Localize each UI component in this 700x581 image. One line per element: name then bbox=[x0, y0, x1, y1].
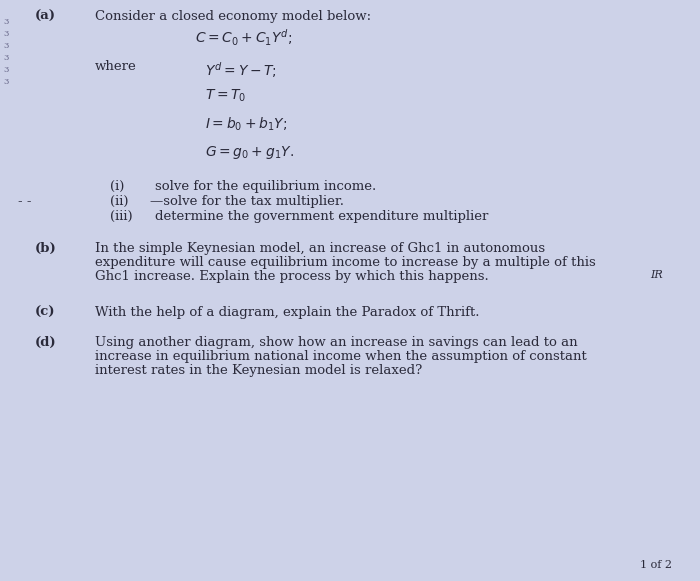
Text: $I = b_0 + b_1Y;$: $I = b_0 + b_1Y;$ bbox=[205, 116, 288, 134]
Text: determine the government expenditure multiplier: determine the government expenditure mul… bbox=[155, 210, 489, 223]
Text: Consider a closed economy model below:: Consider a closed economy model below: bbox=[95, 10, 371, 23]
Text: 1 of 2: 1 of 2 bbox=[640, 560, 672, 570]
Text: 3: 3 bbox=[3, 78, 8, 86]
Text: 3: 3 bbox=[3, 30, 8, 38]
Text: (c): (c) bbox=[35, 306, 55, 319]
Text: Using another diagram, show how an increase in savings can lead to an: Using another diagram, show how an incre… bbox=[95, 336, 578, 349]
Text: (i): (i) bbox=[110, 180, 125, 193]
Text: (ii): (ii) bbox=[110, 195, 129, 208]
Text: where: where bbox=[95, 60, 136, 73]
Text: 3: 3 bbox=[3, 42, 8, 50]
Text: $T = T_0$: $T = T_0$ bbox=[205, 88, 246, 105]
Text: With the help of a diagram, explain the Paradox of Thrift.: With the help of a diagram, explain the … bbox=[95, 306, 480, 319]
Text: - -: - - bbox=[18, 195, 32, 208]
Text: —solve for the tax multiplier.: —solve for the tax multiplier. bbox=[150, 195, 344, 208]
Text: (a): (a) bbox=[35, 10, 56, 23]
Text: $C = C_0 + C_1Y^d;$: $C = C_0 + C_1Y^d;$ bbox=[195, 28, 293, 48]
Text: expenditure will cause equilibrium income to increase by a multiple of this: expenditure will cause equilibrium incom… bbox=[95, 256, 596, 269]
Text: IR: IR bbox=[650, 270, 663, 280]
Text: 3: 3 bbox=[3, 54, 8, 62]
Text: increase in equilibrium national income when the assumption of constant: increase in equilibrium national income … bbox=[95, 350, 587, 363]
Text: $G = g_0 + g_1Y.$: $G = g_0 + g_1Y.$ bbox=[205, 144, 294, 161]
Text: solve for the equilibrium income.: solve for the equilibrium income. bbox=[155, 180, 377, 193]
Text: $Y^d = Y - T;$: $Y^d = Y - T;$ bbox=[205, 60, 277, 80]
Text: 3: 3 bbox=[3, 66, 8, 74]
Text: (d): (d) bbox=[35, 336, 57, 349]
Text: (iii): (iii) bbox=[110, 210, 132, 223]
Text: (b): (b) bbox=[35, 242, 57, 255]
Text: interest rates in the Keynesian model is relaxed?: interest rates in the Keynesian model is… bbox=[95, 364, 422, 377]
Text: 3: 3 bbox=[3, 18, 8, 26]
Text: In the simple Keynesian model, an increase of Ghc1 in autonomous: In the simple Keynesian model, an increa… bbox=[95, 242, 545, 255]
Text: Ghc1 increase. Explain the process by which this happens.: Ghc1 increase. Explain the process by wh… bbox=[95, 270, 489, 283]
